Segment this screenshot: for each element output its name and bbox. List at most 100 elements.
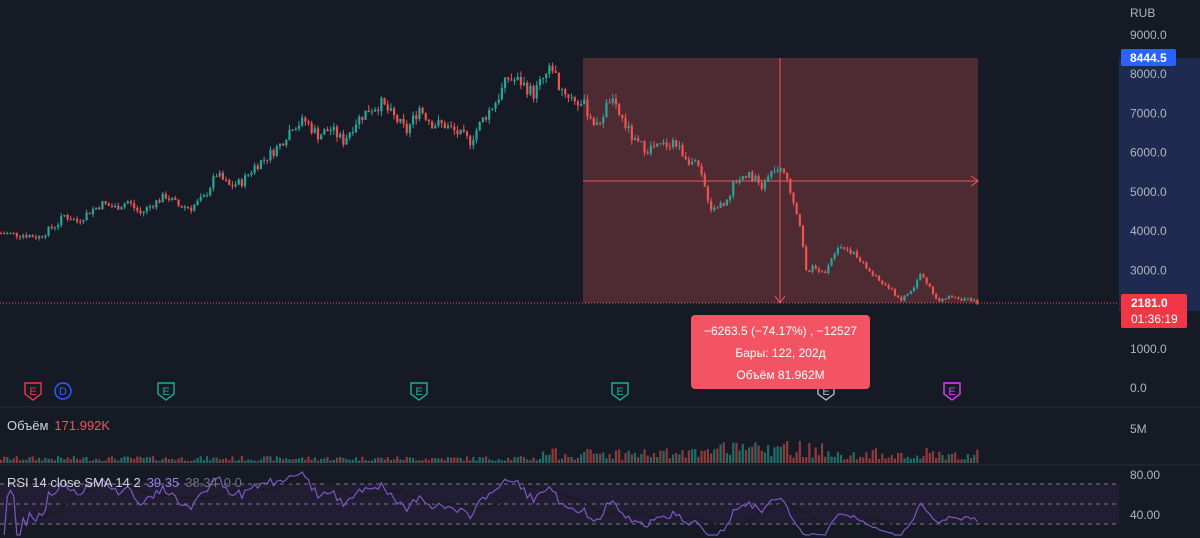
candle-body[interactable]	[573, 97, 576, 102]
candle-body[interactable]	[282, 143, 285, 146]
candle-body[interactable]	[887, 285, 890, 289]
event-marker[interactable]: E	[24, 382, 42, 401]
candle-body[interactable]	[916, 280, 919, 288]
candle-body[interactable]	[421, 107, 424, 114]
candle-body[interactable]	[193, 204, 196, 211]
candle-body[interactable]	[535, 85, 538, 99]
candle-body[interactable]	[510, 79, 513, 81]
candle-body[interactable]	[202, 195, 205, 197]
candle-body[interactable]	[351, 132, 354, 134]
candle-body[interactable]	[935, 293, 938, 299]
candlestick-series[interactable]	[0, 62, 979, 306]
candle-body[interactable]	[335, 126, 339, 138]
candle-body[interactable]	[681, 145, 684, 157]
candle-body[interactable]	[304, 117, 307, 122]
candle-body[interactable]	[475, 130, 478, 140]
candle-body[interactable]	[748, 172, 751, 178]
candle-body[interactable]	[221, 172, 224, 180]
candle-body[interactable]	[516, 76, 519, 80]
candle-body[interactable]	[431, 121, 434, 129]
candle-body[interactable]	[56, 224, 60, 228]
event-marker[interactable]: E	[410, 382, 428, 401]
candle-body[interactable]	[564, 89, 567, 95]
candle-body[interactable]	[158, 200, 161, 203]
candle-body[interactable]	[729, 195, 732, 200]
event-marker[interactable]: E	[943, 382, 961, 401]
candle-body[interactable]	[976, 300, 979, 305]
candle-body[interactable]	[361, 116, 364, 120]
candle-body[interactable]	[618, 104, 621, 115]
candle-body[interactable]	[110, 205, 114, 207]
candle-body[interactable]	[716, 207, 719, 209]
candle-body[interactable]	[53, 227, 56, 229]
candle-body[interactable]	[605, 102, 608, 118]
candle-body[interactable]	[706, 186, 710, 201]
candle-body[interactable]	[446, 125, 450, 129]
event-marker[interactable]: E	[157, 382, 175, 401]
candle-body[interactable]	[415, 115, 418, 120]
candle-body[interactable]	[656, 143, 659, 147]
candle-body[interactable]	[973, 300, 976, 302]
candle-body[interactable]	[580, 103, 583, 106]
candle-body[interactable]	[560, 89, 564, 91]
candle-body[interactable]	[633, 138, 637, 141]
candle-body[interactable]	[614, 98, 618, 105]
candle-body[interactable]	[3, 233, 6, 235]
candle-body[interactable]	[814, 265, 817, 269]
rsi-legend[interactable]: RSI 14 close SMA 14 2 39.35 38.34 0 0	[7, 475, 242, 490]
candle-body[interactable]	[621, 114, 624, 119]
candle-body[interactable]	[789, 178, 792, 193]
candle-body[interactable]	[792, 192, 795, 203]
candle-body[interactable]	[881, 280, 884, 284]
candle-body[interactable]	[852, 251, 855, 254]
candle-body[interactable]	[253, 165, 256, 173]
candle-body[interactable]	[697, 160, 700, 166]
candle-body[interactable]	[301, 117, 304, 126]
candle-body[interactable]	[41, 236, 44, 238]
volume-legend[interactable]: Объём 171.992K	[7, 418, 110, 433]
candle-body[interactable]	[589, 116, 592, 119]
candle-body[interactable]	[28, 235, 31, 238]
candle-body[interactable]	[836, 247, 839, 254]
candle-body[interactable]	[418, 107, 421, 120]
candle-body[interactable]	[713, 207, 716, 211]
candle-body[interactable]	[148, 206, 152, 208]
volume-series[interactable]	[0, 441, 979, 463]
candle-body[interactable]	[215, 176, 218, 178]
candle-body[interactable]	[434, 125, 437, 129]
candle-body[interactable]	[145, 207, 148, 212]
candle-body[interactable]	[817, 268, 820, 272]
candle-body[interactable]	[266, 159, 269, 161]
candle-body[interactable]	[196, 200, 199, 205]
candle-body[interactable]	[0, 233, 3, 235]
candle-body[interactable]	[396, 115, 399, 123]
candle-body[interactable]	[367, 110, 370, 113]
candle-body[interactable]	[263, 159, 266, 161]
candle-body[interactable]	[570, 97, 573, 99]
candle-body[interactable]	[408, 124, 412, 133]
candle-body[interactable]	[465, 131, 469, 136]
candle-body[interactable]	[339, 133, 342, 138]
candle-body[interactable]	[243, 175, 247, 187]
candle-body[interactable]	[120, 207, 123, 210]
candle-body[interactable]	[529, 86, 532, 95]
candle-body[interactable]	[960, 298, 963, 301]
candle-body[interactable]	[459, 129, 462, 135]
candle-body[interactable]	[874, 275, 878, 277]
candle-body[interactable]	[595, 122, 599, 126]
candle-body[interactable]	[770, 170, 773, 177]
candle-body[interactable]	[155, 200, 158, 208]
candle-body[interactable]	[380, 97, 383, 112]
candle-body[interactable]	[820, 271, 824, 273]
candle-body[interactable]	[136, 207, 139, 211]
candle-body[interactable]	[427, 119, 431, 122]
candle-body[interactable]	[649, 145, 652, 154]
candle-body[interactable]	[662, 142, 665, 145]
candle-body[interactable]	[237, 179, 240, 185]
candle-body[interactable]	[668, 146, 671, 148]
candle-body[interactable]	[751, 172, 754, 181]
candle-body[interactable]	[6, 232, 9, 234]
candle-body[interactable]	[218, 172, 221, 177]
candle-body[interactable]	[424, 113, 427, 120]
candle-body[interactable]	[167, 198, 171, 200]
